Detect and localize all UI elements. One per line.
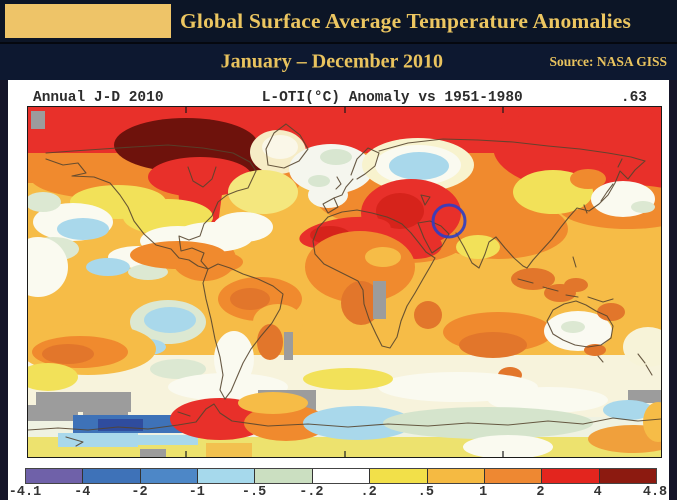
header-bar: Global Surface Average Temperature Anoma… <box>0 0 677 42</box>
colorbar-segment <box>255 469 313 483</box>
colorbar-tick-label: -.5 <box>241 485 267 500</box>
colorbar-segment <box>140 469 199 483</box>
map-frame-ticks <box>185 107 504 457</box>
colorbar-tick-label: 4 <box>593 485 602 500</box>
world-anomaly-map <box>27 106 662 458</box>
period-subtitle: January – December 2010 <box>220 50 444 73</box>
colorbar-tick-label: .2 <box>360 485 377 500</box>
colorbar-segment <box>312 469 371 483</box>
colorbar-segment <box>427 469 485 483</box>
colorbar-tick-label: -1 <box>188 485 205 500</box>
colorbar-segment <box>83 469 141 483</box>
colorbar-labels: -4.1 -4 -2 -1 -.5 -.2 .2 .5 1 2 4 4.8 <box>9 484 667 500</box>
colorbar-tick-label: -4 <box>74 485 91 500</box>
colorbar-tick-label: -4.1 <box>8 485 42 500</box>
colorbar-tick-label: -2 <box>131 485 148 500</box>
source-label: Source: NASA GISS <box>549 54 667 69</box>
map-title-left: Annual J-D 2010 <box>33 90 164 106</box>
colorbar-tick-label: -.2 <box>299 485 324 500</box>
map-title-row: Annual J-D 2010 L-OTI(°C) Anomaly vs 195… <box>8 80 669 106</box>
map-panel: Annual J-D 2010 L-OTI(°C) Anomaly vs 195… <box>0 80 677 500</box>
header-accent-block <box>5 4 171 38</box>
colorbar-tick-label: 2 <box>536 485 545 500</box>
page-title: Global Surface Average Temperature Anoma… <box>180 8 632 33</box>
colorbar-tick-label: .5 <box>417 485 435 500</box>
world-map-svg <box>28 107 661 457</box>
colorbar-segment <box>198 469 256 483</box>
coastlines <box>28 123 661 447</box>
colorbar-segment <box>484 469 543 483</box>
colorbar-tick-label: 4.8 <box>642 485 668 500</box>
colorbar-segment <box>26 469 84 483</box>
colorbar <box>25 468 657 484</box>
colorbar-segment <box>542 469 600 483</box>
map-global-mean-value: .63 <box>620 90 647 106</box>
highlight-circle-annotation <box>431 203 467 239</box>
subheader-bar: January – December 2010 Source: NASA GIS… <box>0 42 677 80</box>
map-title-center: L-OTI(°C) Anomaly vs 1951-1980 <box>261 90 523 106</box>
colorbar-segment <box>370 469 428 483</box>
colorbar-tick-label: 1 <box>479 485 488 500</box>
colorbar-segment <box>599 469 656 483</box>
